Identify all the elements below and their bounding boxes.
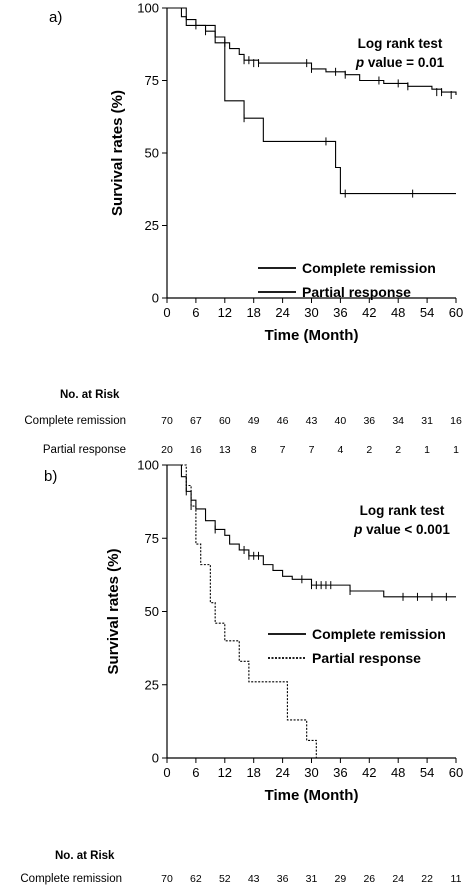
legend-label: Complete remission	[302, 260, 436, 276]
y-tick-label: 50	[145, 604, 159, 619]
y-tick-label: 25	[145, 677, 159, 692]
x-tick-label: 18	[246, 305, 260, 320]
x-tick-label: 42	[362, 765, 376, 780]
x-tick-label: 42	[362, 305, 376, 320]
risk-count: 70	[161, 415, 173, 427]
risk-count: 52	[219, 873, 231, 885]
y-tick-label: 75	[145, 531, 159, 546]
risk-count: 4	[337, 444, 343, 456]
x-axis-title: Time (Month)	[265, 327, 359, 344]
risk-count: 36	[363, 415, 375, 427]
panel-label: a)	[49, 9, 62, 26]
x-tick-label: 48	[391, 765, 405, 780]
annotation-pvalue: p value < 0.001	[353, 522, 450, 537]
risk-count: 43	[306, 415, 318, 427]
x-tick-label: 30	[304, 765, 318, 780]
y-tick-label: 25	[145, 218, 159, 233]
y-axis-title: Survival rates (%)	[105, 549, 122, 675]
km-curve-partial-response	[167, 464, 322, 759]
legend-label: Partial response	[302, 284, 411, 300]
risk-count: 1	[424, 444, 430, 456]
risk-count: 31	[306, 873, 318, 885]
risk-count: 2	[395, 444, 401, 456]
x-tick-label: 36	[333, 305, 347, 320]
y-tick-label: 50	[145, 146, 159, 161]
x-tick-label: 24	[275, 765, 289, 780]
risk-count: 8	[251, 444, 257, 456]
x-tick-label: 48	[391, 305, 405, 320]
risk-count: 46	[277, 415, 289, 427]
risk-row-label: Partial response	[43, 444, 126, 456]
risk-count: 13	[219, 444, 231, 456]
panel-label: b)	[44, 468, 57, 485]
annotation-title: Log rank test	[360, 503, 445, 518]
risk-count: 1	[453, 444, 459, 456]
y-tick-label: 75	[145, 73, 159, 88]
km-curve-partial-response	[167, 7, 456, 195]
risk-count: 67	[190, 415, 202, 427]
y-tick-label: 100	[137, 1, 159, 16]
x-tick-label: 54	[420, 305, 434, 320]
risk-count: 22	[421, 873, 433, 885]
risk-count: 43	[248, 873, 260, 885]
legend-label: Complete remission	[312, 626, 446, 642]
risk-count: 62	[190, 873, 202, 885]
risk-count: 49	[248, 415, 260, 427]
risk-count: 26	[363, 873, 375, 885]
y-axis-title: Survival rates (%)	[109, 90, 126, 216]
km-panel-b: b) 0 25 50 75 100 0 6 12 18 24 30 36 42 48 54 60 Time (Mo…	[20, 458, 463, 886]
x-tick-label: 30	[304, 305, 318, 320]
x-tick-label: 0	[163, 305, 170, 320]
risk-count: 7	[280, 444, 286, 456]
risk-count: 16	[450, 415, 462, 427]
x-tick-label: 6	[192, 305, 199, 320]
risk-count: 2	[366, 444, 372, 456]
risk-row-label: Complete remission	[20, 873, 122, 885]
risk-count: 36	[277, 873, 289, 885]
y-tick-label: 0	[152, 291, 159, 306]
x-tick-label: 6	[192, 765, 199, 780]
legend-label: Partial response	[312, 650, 421, 666]
x-tick-label: 12	[218, 765, 232, 780]
x-tick-label: 24	[275, 305, 289, 320]
x-tick-label: 18	[246, 765, 260, 780]
y-tick-label: 100	[137, 458, 159, 473]
risk-count: 40	[335, 415, 347, 427]
x-tick-label: 60	[449, 765, 463, 780]
risk-count: 7	[309, 444, 315, 456]
x-tick-label: 0	[163, 765, 170, 780]
risk-count: 29	[335, 873, 347, 885]
risk-count: 16	[190, 444, 202, 456]
risk-count: 11	[451, 873, 462, 885]
risk-count: 20	[161, 444, 173, 456]
risk-count: 34	[392, 415, 404, 427]
risk-count: 24	[392, 873, 404, 885]
x-tick-label: 60	[449, 305, 463, 320]
x-tick-label: 36	[333, 765, 347, 780]
risk-count: 60	[219, 415, 231, 427]
x-tick-label: 54	[420, 765, 434, 780]
risk-table-header: No. at Risk	[60, 389, 120, 401]
km-curve-complete-remission	[167, 7, 457, 95]
annotation-pvalue: p value = 0.01	[355, 55, 445, 70]
risk-count: 31	[421, 415, 433, 427]
x-tick-label: 12	[218, 305, 232, 320]
risk-count: 70	[161, 873, 173, 885]
y-tick-label: 0	[152, 751, 159, 766]
risk-table-header: No. at Risk	[55, 850, 115, 862]
annotation-title: Log rank test	[358, 36, 443, 51]
x-axis-title: Time (Month)	[265, 787, 359, 804]
risk-row-label: Complete remission	[24, 415, 126, 427]
